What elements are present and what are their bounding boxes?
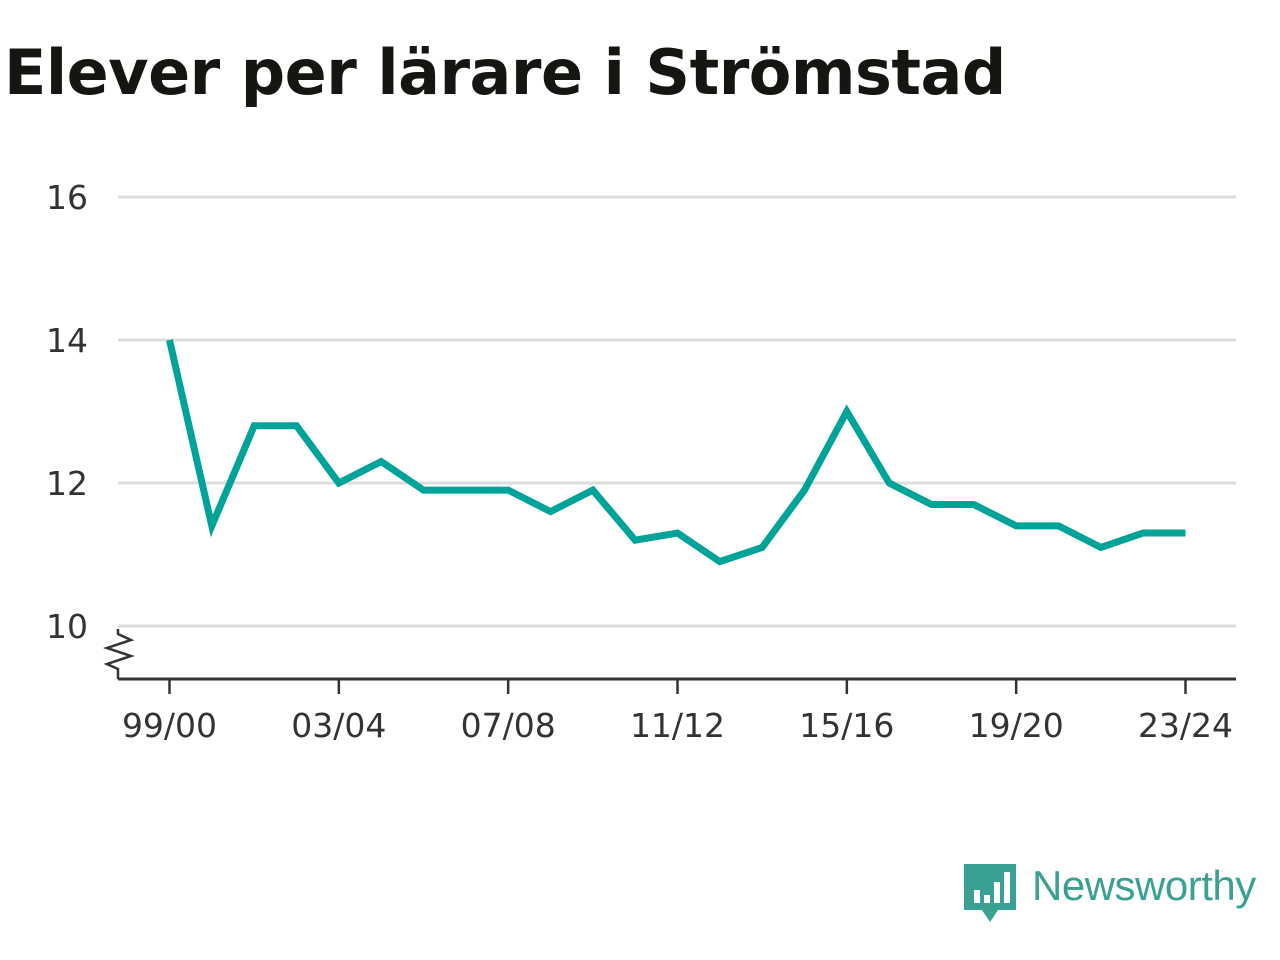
y-tick-labels: 10 12 14 16: [46, 178, 88, 646]
y-axis-break-icon: [103, 629, 135, 679]
series-layer: [166, 339, 1186, 566]
brand-logo: Newsworthy: [964, 862, 1256, 928]
bar-chart-speech-bubble-icon: [964, 864, 1016, 922]
x-tick-label: 07/08: [461, 706, 556, 745]
x-tick-label: 11/12: [630, 706, 725, 745]
series-line-0: [166, 339, 1186, 566]
x-tick-label: 99/00: [122, 706, 217, 745]
y-tick-label: 14: [46, 321, 88, 360]
x-tick-label: 23/24: [1138, 706, 1233, 745]
x-tick-label: 19/20: [969, 706, 1064, 745]
gridlines: [118, 195, 1236, 628]
y-tick-label: 16: [46, 178, 88, 217]
y-tick-label: 10: [46, 607, 88, 646]
brand-name: Newsworthy: [1032, 862, 1256, 909]
x-ticks: 99/00 03/04 07/08 11/12 15/16 19/20 23/24: [122, 679, 1233, 745]
chart-title: Elever per lärare i Strömstad: [4, 36, 1006, 109]
x-tick-label: 03/04: [291, 706, 386, 745]
y-tick-label: 12: [46, 464, 88, 503]
x-tick-label: 15/16: [799, 706, 894, 745]
